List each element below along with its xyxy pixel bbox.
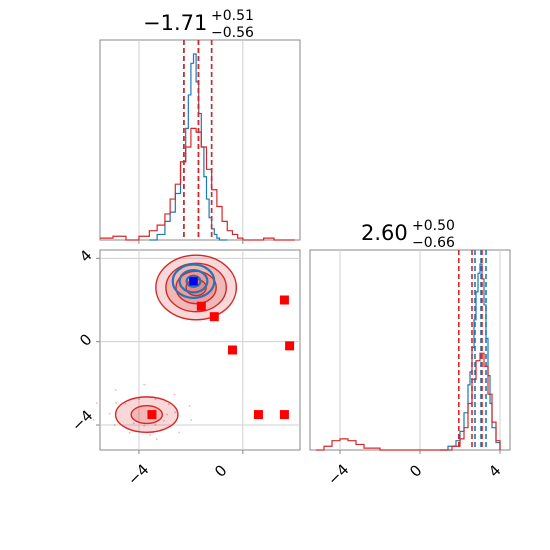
contour-blob-1-level-0 [114, 396, 179, 433]
scatter-dot-18 [178, 431, 180, 434]
m2-hist-series-1 [316, 352, 501, 451]
contour-blob-2-level-2 [185, 274, 202, 288]
title-param-1: −1.71 +0.51 −0.56 [143, 8, 254, 41]
title-param-2-median: 2.60 [361, 221, 408, 245]
scatter-dot-15 [143, 424, 146, 427]
scatter-dot-6 [138, 398, 141, 401]
scatter-dot-23 [155, 438, 158, 441]
red-point-4 [279, 295, 289, 305]
joint-xtick-labels: −4 0 [124, 460, 230, 488]
scatter-dot-7 [128, 431, 131, 434]
title-param-2-upper: +0.50 [412, 218, 455, 234]
red-point-3 [227, 345, 237, 355]
scatter-dot-17 [108, 412, 111, 415]
scatter-dot-2 [149, 434, 151, 437]
contour-blob-1-level-1 [130, 405, 164, 425]
m2-hist-series-0 [440, 263, 501, 451]
scatter-dot-14 [114, 389, 117, 391]
marginal-2-xtick-labels: −4 0 4 [324, 460, 504, 488]
red-point-7 [279, 410, 289, 420]
m1-hist-series-0 [149, 53, 228, 241]
title-param-1-median: −1.71 [143, 11, 207, 35]
scatter-dot-1 [124, 402, 127, 405]
xtick-label-0: 0 [211, 461, 230, 480]
ytick-label-4: 4 [76, 246, 95, 265]
contour-blob-2-level-0 [171, 263, 216, 300]
scatter-dot-10 [154, 423, 157, 426]
title-param-1-upper: +0.51 [211, 8, 254, 24]
red-point-6 [253, 410, 263, 420]
m2-xtick-label-neg4: −4 [324, 460, 352, 488]
marginal-1-frame [99, 39, 301, 241]
ytick-label-0: 0 [76, 330, 95, 349]
red-point-8 [147, 410, 157, 420]
title-param-2-lower: −0.66 [412, 235, 455, 251]
marginal-2-plot [316, 250, 501, 454]
scatter-dot-4 [92, 418, 95, 421]
red-point-1 [196, 301, 206, 311]
scatter-dot-5 [162, 419, 165, 422]
scatter-dot-16 [167, 403, 170, 406]
scatter-dot-13 [190, 419, 193, 421]
scatter-dot-3 [173, 393, 176, 396]
title-param-1-lower: −0.56 [211, 25, 254, 41]
m2-xtick-label-0: 0 [406, 461, 425, 480]
scatter-dot-20 [132, 422, 135, 425]
title-param-2: 2.60 +0.50 −0.66 [361, 218, 455, 251]
scatter-dot-8 [188, 404, 191, 407]
scatter-dot-21 [174, 411, 177, 414]
xtick-label-neg4: −4 [124, 460, 152, 488]
m2-xtick-label-4: 4 [485, 461, 504, 480]
scatter-dot-19 [143, 383, 146, 386]
joint-plot [92, 250, 300, 454]
scatter-dot-0 [166, 413, 168, 416]
red-point-5 [285, 341, 295, 351]
contour-blob-2-level-1 [178, 269, 209, 294]
scatter-dot-11 [154, 398, 157, 401]
scatter-dot-22 [115, 401, 118, 404]
ytick-label-neg4: −4 [68, 406, 96, 434]
marginal-1-plot [100, 40, 295, 244]
m1-hist-series-1 [100, 127, 295, 241]
red-point-2 [209, 312, 219, 322]
joint-ytick-labels: 4 0 −4 [68, 246, 96, 434]
scatter-dot-9 [95, 402, 98, 405]
scatter-dot-12 [113, 424, 116, 426]
truth-marker [189, 277, 198, 286]
joint-frame [99, 249, 301, 451]
